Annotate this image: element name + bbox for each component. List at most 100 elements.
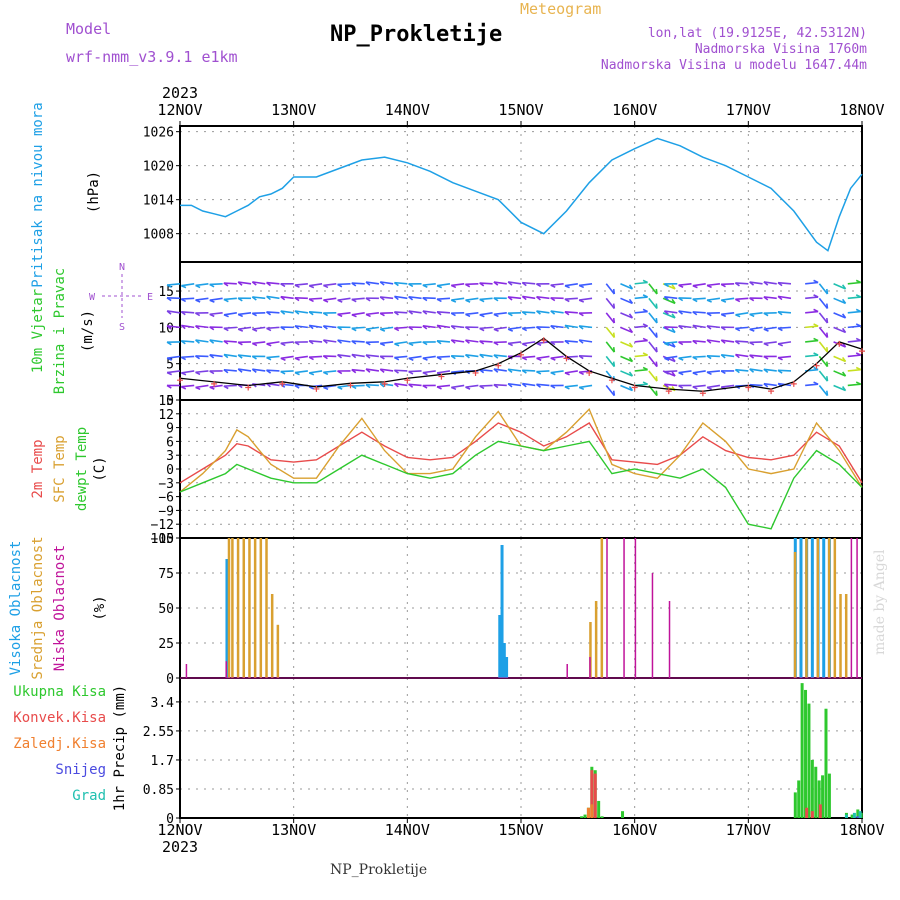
wind-barb-head <box>763 342 769 347</box>
wind-barb <box>662 355 676 363</box>
wind-barb-head <box>450 299 457 303</box>
wind-barb <box>238 312 252 316</box>
wind-barb <box>664 295 678 300</box>
temp2m-axis-label: 2m Temp <box>30 439 46 498</box>
wind-barb-head <box>280 357 286 361</box>
total-precip-bar <box>827 773 831 818</box>
low-cloud-bar <box>651 573 654 678</box>
wind-barb-head <box>166 297 172 302</box>
wind-barb-head <box>166 325 172 330</box>
wind-barb-head <box>763 383 769 388</box>
wind-barb-head <box>720 313 727 318</box>
wind-barb <box>763 368 777 372</box>
wind-barb <box>351 384 365 387</box>
wind-barb <box>536 370 550 373</box>
wind-barb <box>507 296 522 300</box>
wind-barb <box>436 282 451 287</box>
wind-barb-head <box>671 313 676 319</box>
wind-barb-head <box>763 328 769 332</box>
wind-barb <box>620 370 633 377</box>
wind-barb <box>309 297 323 300</box>
wind-barb-head <box>578 386 585 391</box>
wind-barb-head <box>337 283 343 288</box>
wind-gust-marker <box>813 362 820 369</box>
wind-barb <box>706 339 721 343</box>
wind-barb-head <box>706 355 712 360</box>
wind-barb-head <box>237 281 243 286</box>
wind-barb <box>664 310 678 314</box>
wind-barb-head <box>237 297 243 302</box>
wind-barb-head <box>393 281 399 287</box>
wind-barb-head <box>550 310 556 315</box>
wind-barb <box>664 370 678 373</box>
wind-barb-head <box>280 370 286 375</box>
mid-cloud-bar <box>793 552 797 678</box>
wind-barb-head <box>365 297 371 302</box>
wind-barb-head <box>266 281 272 287</box>
wind-gust-marker <box>279 380 286 387</box>
wind-barb-head <box>365 354 371 359</box>
wind-barb-head <box>166 371 173 376</box>
wind-barb-head <box>166 357 173 361</box>
wind-barb <box>436 370 451 374</box>
wind-barb-head <box>749 328 755 332</box>
wind-barb <box>465 339 479 343</box>
wind-barb <box>436 324 451 329</box>
wind-barb <box>818 355 829 368</box>
wind-barb <box>605 312 615 324</box>
wind-barb <box>422 282 436 286</box>
mid-cloud-bar <box>594 601 598 678</box>
wind-barb-head <box>720 299 727 303</box>
wind-barb-head <box>408 357 414 361</box>
wind-barb <box>605 326 615 339</box>
wind-barb <box>451 355 465 358</box>
wind-barb <box>294 282 308 286</box>
wind-barb <box>280 295 294 300</box>
precip-axis-label: 1hr Precip (mm) <box>112 685 128 811</box>
wind-barb <box>280 355 294 360</box>
wind-barb-head <box>408 342 414 347</box>
wind-barb-head <box>337 299 343 303</box>
wind-barb <box>818 341 829 353</box>
compass-w: W <box>89 292 96 303</box>
wind-barb-head <box>720 326 726 331</box>
wind-barb-head <box>678 357 684 361</box>
wind-barb-head <box>195 284 201 289</box>
wind-gust-marker <box>313 385 320 392</box>
mid-cloud-bar <box>270 594 274 678</box>
wind-barb <box>648 283 658 295</box>
wind-barb <box>166 282 181 286</box>
wind-barb-head <box>655 288 658 295</box>
wind-barb-head <box>706 371 712 376</box>
wind-barb-head <box>813 279 819 284</box>
wind-barb <box>620 384 633 392</box>
wind-barb <box>181 324 195 329</box>
x-tick-label-top: 13NOV <box>271 101 316 119</box>
wind-barb <box>309 355 323 359</box>
graupel-bar <box>852 812 856 818</box>
wind-barb-head <box>294 371 300 376</box>
wind-barb-head <box>521 295 527 301</box>
wind-barb <box>692 384 706 388</box>
wind-barb-head <box>749 368 755 373</box>
wind-barb-head <box>308 372 315 376</box>
wind-barb-head <box>855 352 862 356</box>
low-cloud-bar <box>589 657 591 678</box>
wind-barb <box>465 312 479 316</box>
wind-barb <box>337 339 351 343</box>
wind-barb-head <box>720 370 726 375</box>
wind-barb <box>479 326 493 330</box>
mid-cloud-bar <box>589 622 592 678</box>
wind-barb-head <box>393 295 399 301</box>
high-cloud-bar <box>822 538 826 678</box>
wind-barb <box>351 368 365 372</box>
wind-barb <box>223 326 237 330</box>
total-precip-bar <box>580 816 584 818</box>
page-subtitle: Meteogram <box>520 0 602 18</box>
wind-barb-head <box>294 325 300 330</box>
wind-barb-head <box>763 355 769 360</box>
wind-barb <box>195 370 209 374</box>
wind-barb <box>648 355 658 368</box>
wind-barb <box>620 283 633 290</box>
